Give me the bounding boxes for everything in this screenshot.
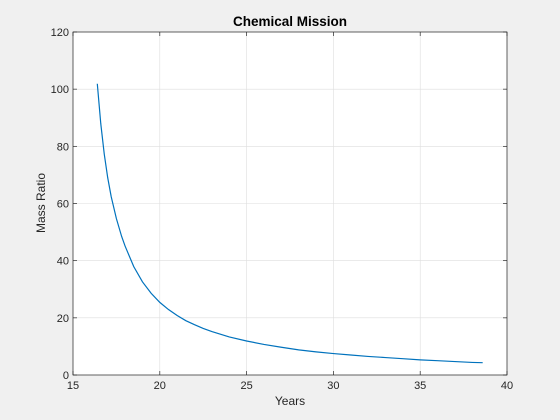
y-tick-label: 100 [51, 84, 69, 96]
y-tick-label: 80 [57, 141, 69, 153]
y-tick-label: 120 [51, 27, 69, 39]
x-tick-label: 25 [240, 380, 252, 392]
x-tick-label: 15 [67, 380, 79, 392]
x-tick-label: 30 [327, 380, 339, 392]
x-tick-label: 35 [414, 380, 426, 392]
y-axis-label: Mass Ratio [34, 173, 48, 233]
x-axis-label: Years [275, 394, 305, 408]
y-tick-label: 0 [63, 370, 69, 382]
x-tick-label: 20 [154, 380, 166, 392]
series-line [96, 83, 483, 364]
chart-title: Chemical Mission [233, 14, 347, 29]
y-tick-label: 60 [57, 199, 69, 211]
x-tick-label: 40 [501, 380, 513, 392]
y-tick-label: 40 [57, 256, 69, 268]
y-tick-labels: 0 20 40 60 80 100 120 [51, 27, 69, 382]
axis-ticks [72, 31, 508, 376]
y-tick-label: 20 [57, 313, 69, 325]
x-tick-labels: 15 20 25 30 35 40 [67, 380, 513, 392]
